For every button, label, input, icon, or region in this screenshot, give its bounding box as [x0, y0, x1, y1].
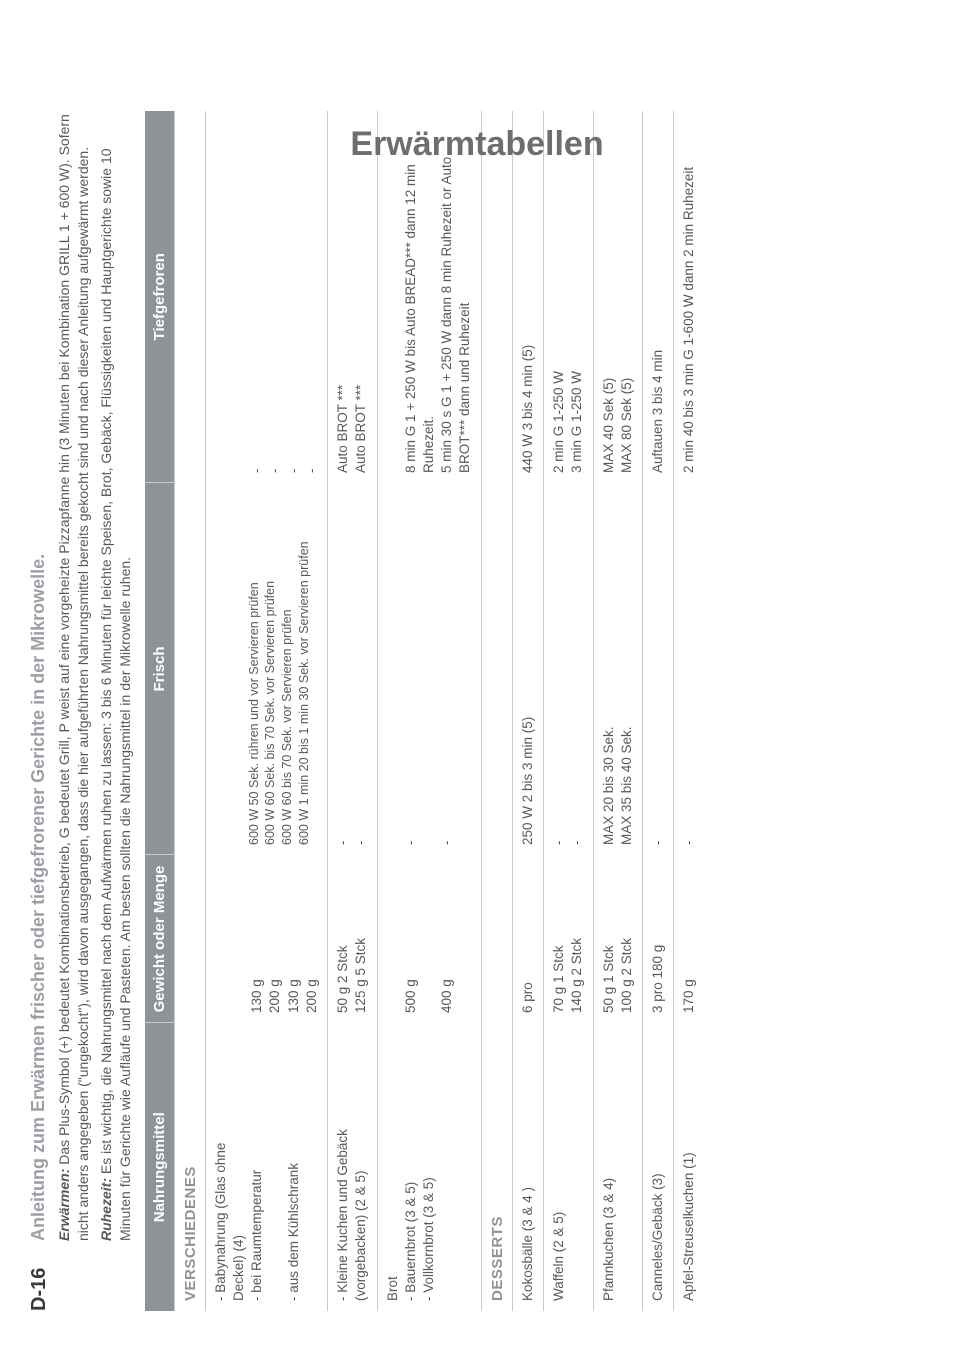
cell: MAX 20 bis 30 Sek. MAX 35 bis 40 Sek. [593, 483, 642, 855]
table-row: - Kleine Kuchen und Gebäck (vorgebacken)… [328, 111, 377, 1311]
cell: Waffeln (2 & 5) [544, 1023, 593, 1311]
th-fresh: Frisch [145, 483, 175, 855]
heating-table: Nahrungsmittel Gewicht oder Menge Frisch… [145, 111, 705, 1311]
cell: - - [377, 483, 481, 855]
cell: 70 g 1 Stck 140 g 2 Stck [544, 855, 593, 1023]
cell: - - [544, 483, 593, 855]
cell: 170 g [674, 855, 705, 1023]
table-row: Pfannkuchen (3 & 4) 50 g 1 Stck 100 g 2 … [593, 111, 642, 1311]
cell: 130 g 200 g 130 g 200 g [205, 855, 327, 1023]
table-row: Brot - Bauernbrot (3 & 5) - Vollkornbrot… [377, 111, 481, 1311]
table-row: Apfel-Streuselkuchen (1) 170 g - 2 min 4… [674, 111, 705, 1311]
page-number: D-16 [28, 1268, 51, 1311]
intro-p1-text: Das Plus-Symbol (+) bedeutet Kombination… [56, 114, 91, 1241]
cell: Apfel-Streuselkuchen (1) [674, 1023, 705, 1311]
cell: 50 g 2 Stck 125 g 5 Stck [328, 855, 377, 1023]
cell: 6 pro [512, 855, 543, 1023]
cell: - Kleine Kuchen und Gebäck (vorgebacken)… [328, 1023, 377, 1311]
cell: Brot - Bauernbrot (3 & 5) - Vollkornbrot… [377, 1023, 481, 1311]
cell: 600 W 50 Sek. rühren und vor Servieren p… [205, 483, 327, 855]
cell: MAX 40 Sek (5) MAX 80 Sek (5) [593, 111, 642, 483]
table-row: - Babynahrung (Glas ohne Deckel) (4) - b… [205, 111, 327, 1311]
cell: - Babynahrung (Glas ohne Deckel) (4) - b… [205, 1023, 327, 1311]
table-row: Waffeln (2 & 5) 70 g 1 Stck 140 g 2 Stck… [544, 111, 593, 1311]
cell: 8 min G 1 + 250 W bis Auto BREAD*** dann… [377, 111, 481, 483]
th-frozen: Tiefgefroren [145, 111, 175, 483]
cell: Pfannkuchen (3 & 4) [593, 1023, 642, 1311]
cell: - [643, 483, 674, 855]
cell: Canneles/Gebäck (3) [643, 1023, 674, 1311]
intro-p1-label: Erwärmen: [56, 1169, 72, 1241]
section-desserts: DESSERTS [481, 111, 512, 1311]
cell: 2 min G 1-250 W 3 min G 1-250 W [544, 111, 593, 483]
section-misc: VERSCHIEDENES [174, 111, 205, 1311]
cell: - [674, 483, 705, 855]
cell: 3 pro 180 g [643, 855, 674, 1023]
table-row: Kokosbälle (3 & 4 ) 6 pro 250 W 2 bis 3 … [512, 111, 543, 1311]
cell: 2 min 40 bis 3 min G 1-600 W dann 2 min … [674, 111, 705, 483]
cell: Auftauen 3 bis 4 min [643, 111, 674, 483]
cell: Kokosbälle (3 & 4 ) [512, 1023, 543, 1311]
th-qty: Gewicht oder Menge [145, 855, 175, 1023]
cell: 50 g 1 Stck 100 g 2 Stck [593, 855, 642, 1023]
cell: Auto BROT *** Auto BROT *** [328, 111, 377, 483]
table-row: Canneles/Gebäck (3) 3 pro 180 g - Auftau… [643, 111, 674, 1311]
cell: - - [328, 483, 377, 855]
intro-p2: Ruhezeit: Es ist wichtig, die Nahrungsmi… [97, 111, 135, 1241]
cell: 500 g 400 g [377, 855, 481, 1023]
intro-p2-label: Ruhezeit: [98, 1178, 114, 1241]
cell: - - - - [205, 111, 327, 483]
intro-heading: Anleitung zum Erwärmen frischer oder tie… [28, 111, 49, 1241]
th-food: Nahrungsmittel [145, 1023, 175, 1311]
cell: 440 W 3 bis 4 min (5) [512, 111, 543, 483]
cell: 250 W 2 bis 3 min (5) [512, 483, 543, 855]
intro-p2-text: Es ist wichtig, die Nahrungsmittel nach … [98, 148, 133, 1241]
intro-p1: Erwärmen: Das Plus-Symbol (+) bedeutet K… [55, 111, 93, 1241]
side-title: Erwärmtabellen [350, 125, 603, 164]
